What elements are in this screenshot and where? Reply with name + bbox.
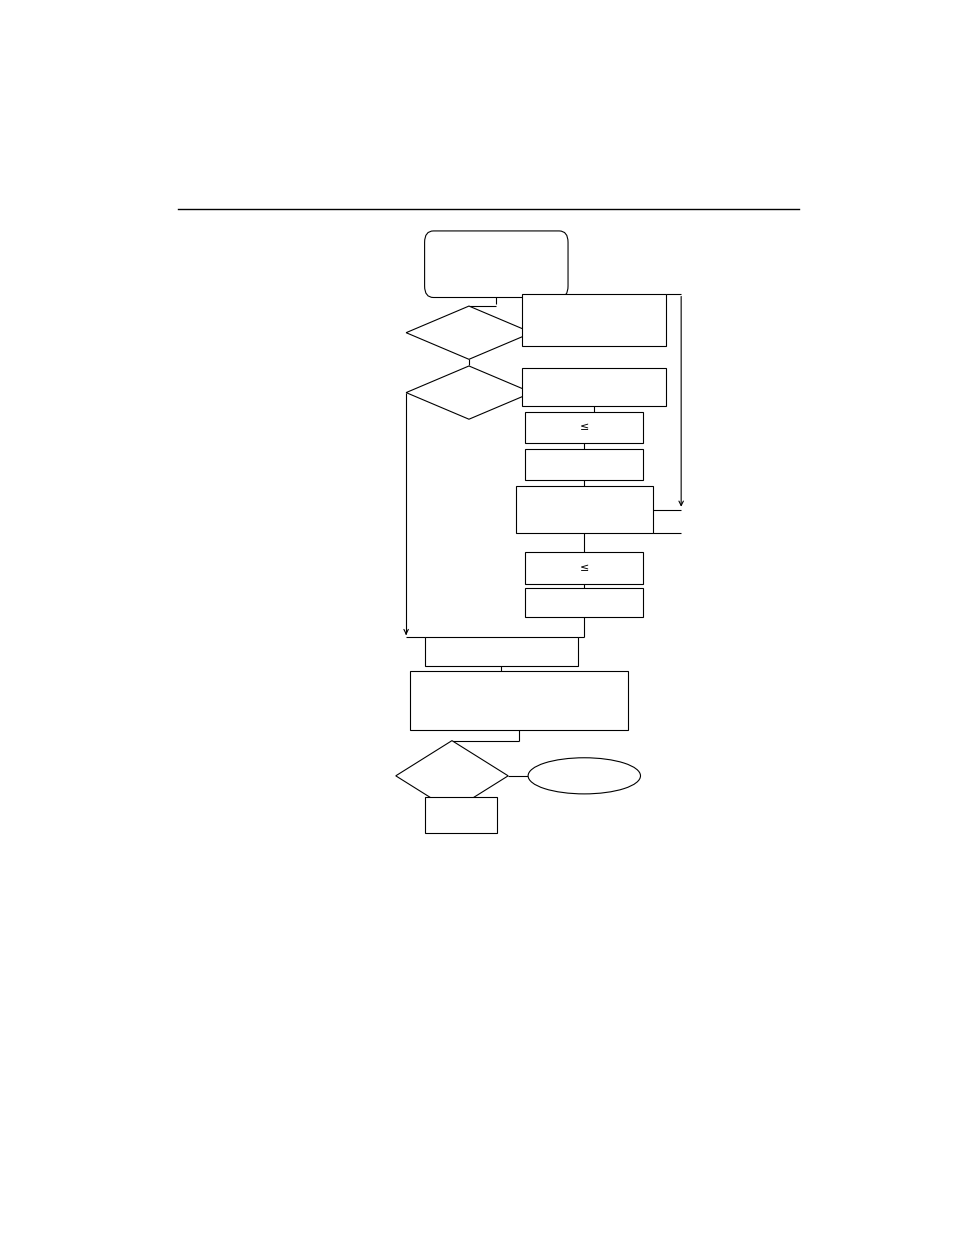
Polygon shape	[406, 306, 531, 359]
Text: ≤: ≤	[579, 422, 588, 432]
Text: ≤: ≤	[579, 563, 588, 573]
Bar	[515, 485, 653, 534]
FancyBboxPatch shape	[424, 231, 567, 298]
Bar	[521, 368, 665, 406]
Bar	[524, 448, 642, 480]
Bar	[524, 552, 642, 584]
Ellipse shape	[528, 758, 639, 794]
Bar	[524, 589, 642, 618]
Bar	[424, 637, 577, 666]
Bar	[521, 294, 665, 346]
Bar	[424, 797, 497, 832]
Bar	[524, 411, 642, 443]
Polygon shape	[406, 366, 531, 419]
Bar	[410, 672, 627, 730]
Polygon shape	[395, 741, 508, 811]
